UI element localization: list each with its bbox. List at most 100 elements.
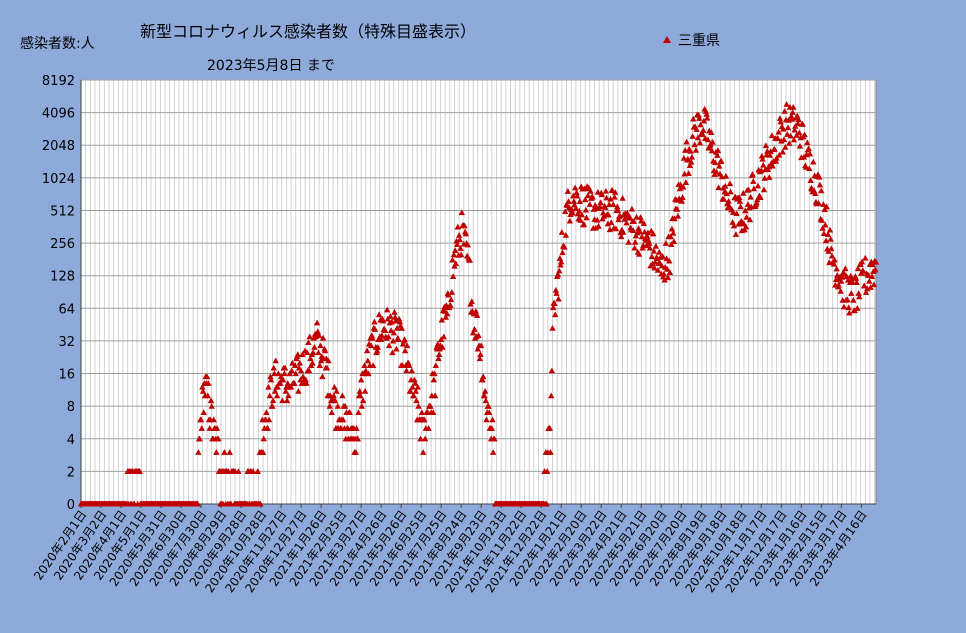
data-point [235,468,242,474]
data-point [445,291,452,298]
data-point [690,115,697,122]
data-point [409,383,416,390]
data-point [704,136,712,143]
data-point [807,177,814,184]
data-point [818,187,825,194]
data-point [703,111,710,117]
data-point [636,251,643,257]
data-point [595,222,602,229]
data-point [619,195,626,201]
data-point [543,468,551,474]
data-point [804,139,811,146]
data-point [482,397,490,404]
data-point [788,112,795,119]
data-point [582,206,590,213]
data-point [697,121,704,128]
data-point [637,214,644,220]
data-point [447,296,455,303]
data-point [334,402,341,409]
y-tick-label: 8 [67,400,75,415]
data-point [260,435,267,442]
data-point [361,362,368,369]
data-point [712,159,719,166]
data-point [725,198,732,204]
data-point [824,231,832,237]
data-point [454,223,462,230]
data-point [773,154,780,161]
data-point [687,147,694,154]
data-point [387,313,394,319]
data-point [265,383,272,390]
data-point [578,211,586,218]
data-point [266,392,273,399]
data-point [269,402,276,409]
data-point [826,226,834,233]
data-point [369,334,376,341]
data-point [391,308,398,315]
data-point [652,242,660,249]
data-point [291,380,298,386]
data-point [611,193,618,200]
data-point [716,162,723,169]
data-point [411,376,418,383]
data-point [607,195,614,202]
data-point [264,425,271,431]
data-point [833,265,840,272]
data-point [766,151,774,158]
data-point [750,178,757,184]
data-point [784,131,791,137]
data-point [603,194,610,201]
data-point [315,332,323,338]
data-point [838,273,846,280]
data-point [699,131,706,138]
data-point [626,214,634,220]
data-point [741,226,748,233]
data-point [709,138,716,145]
data-point [483,416,490,423]
data-point [638,217,645,224]
data-point [623,219,630,226]
data-point [435,355,442,362]
data-point [602,187,610,194]
data-point [374,344,381,350]
data-point [401,347,409,354]
data-point [684,155,692,162]
data-point [462,230,470,237]
data-point [281,370,288,377]
data-point [198,425,205,431]
data-point [582,196,589,203]
data-point [736,194,743,201]
data-point [596,203,604,210]
data-point [559,249,566,256]
data-point [774,135,782,142]
data-point [696,115,703,121]
data-point [447,302,454,309]
data-point [442,313,450,320]
data-point [869,261,876,268]
data-point [547,392,555,399]
data-point [695,111,702,118]
data-point [306,333,313,340]
data-point [806,165,813,172]
data-point [780,136,788,143]
data-point [562,231,570,238]
data-point [760,186,768,193]
data-point [438,316,446,323]
data-point [339,392,346,399]
data-point [257,500,264,507]
data-point [740,189,747,196]
data-point [674,205,681,212]
data-point [546,425,554,431]
data-point [485,402,492,409]
data-point [381,327,389,333]
data-point [489,449,497,455]
data-point [547,449,554,455]
data-point [458,209,466,216]
data-point [592,224,600,231]
data-point [195,449,202,455]
data-point [606,226,614,233]
data-point [671,215,678,222]
data-point [466,256,474,263]
data-point [305,367,313,374]
data-point [430,376,438,383]
